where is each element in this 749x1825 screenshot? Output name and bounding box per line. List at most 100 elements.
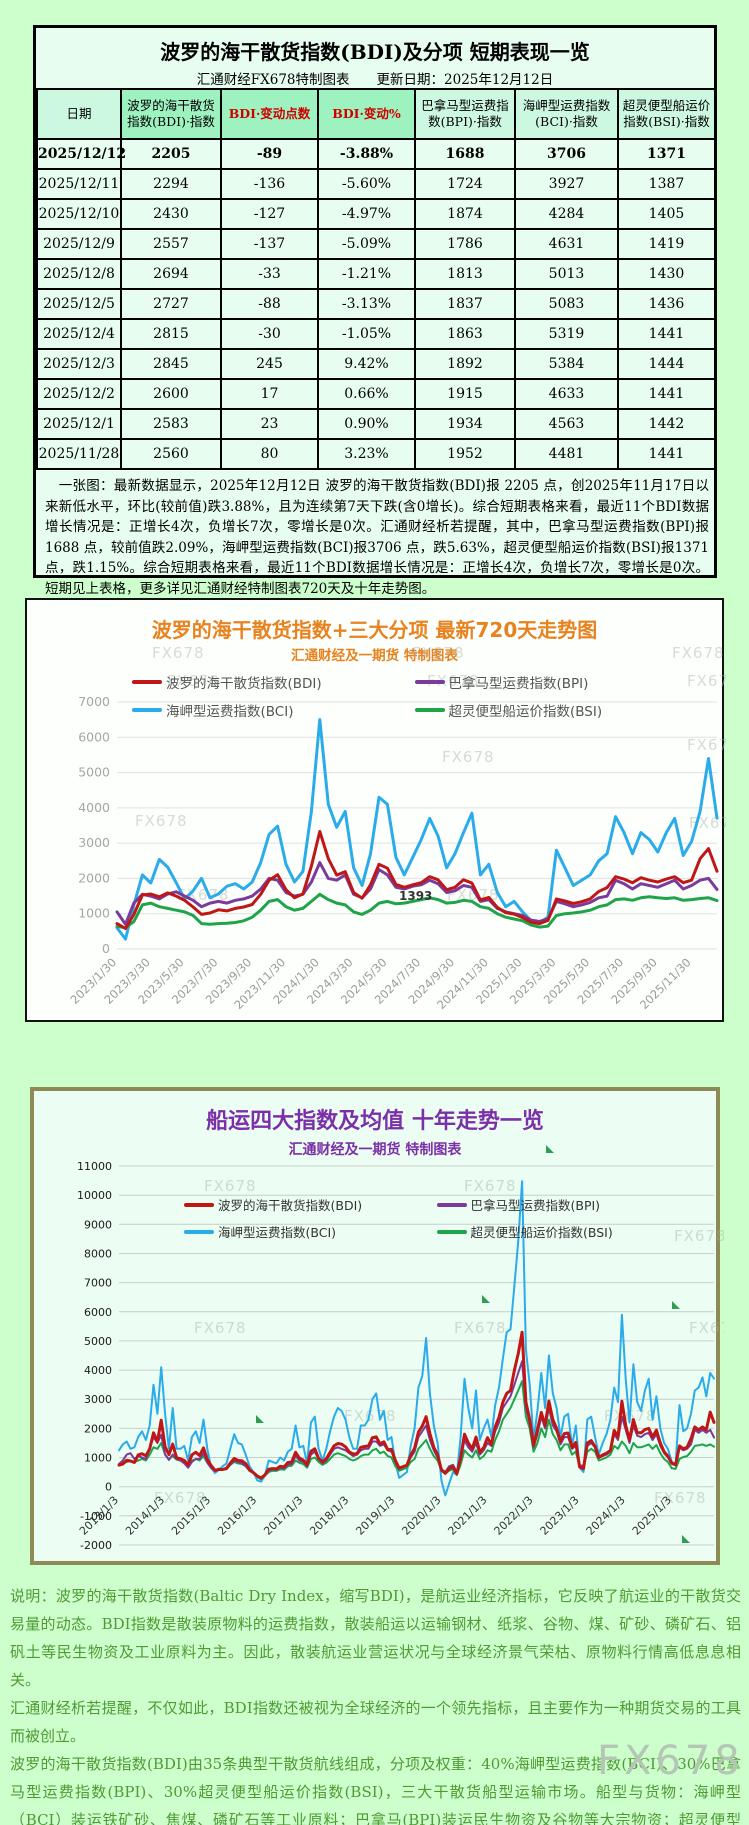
table-column-header: 波罗的海干散货指数(BDI)·指数 xyxy=(120,88,222,140)
table-cell: 4284 xyxy=(514,198,619,230)
chart1-title: 波罗的海干散货指数+三大分项 最新720天走势图 xyxy=(151,618,598,642)
legend-label: 超灵便型船运价指数(BSI) xyxy=(448,704,603,720)
table-cell: 5083 xyxy=(514,288,619,320)
table-cell: -33 xyxy=(220,258,319,290)
svg-text:FX678: FX678 xyxy=(204,1177,257,1195)
legend-item-bpi: 巴拿马型运费指数(BPI) xyxy=(414,672,698,692)
svg-text:FX678: FX678 xyxy=(687,672,726,690)
table-cell: 1371 xyxy=(617,138,716,170)
table-cell: -1.21% xyxy=(317,258,416,290)
svg-text:FX678: FX678 xyxy=(442,748,495,766)
table-cell: 2025/12/2 xyxy=(36,378,122,410)
legend-line-swatch xyxy=(436,1229,467,1234)
fx678-watermark: FX678 xyxy=(597,1738,744,1784)
y-axis-tick: 1000 xyxy=(84,1452,112,1465)
legend-item-bci: 海岬型运费指数(BCI) xyxy=(132,700,415,720)
chart-tenyear-panel: 船运四大指数及均值 十年走势一览 汇通财经及一期货 特制图表 11000 1000… xyxy=(30,1087,724,1565)
table-cell: 1892 xyxy=(414,348,516,380)
series-line-bsi xyxy=(115,892,719,930)
table-cell: -88 xyxy=(220,288,319,320)
y-axis-tick: 7000 xyxy=(84,1277,112,1290)
table-row: 2025/12/12 2205 -89 -3.88% 1688 3706 1371 xyxy=(36,138,716,170)
svg-text:FX678: FX678 xyxy=(464,1177,517,1195)
table-cell: -1.05% xyxy=(317,318,416,350)
table-cell: 80 xyxy=(220,438,319,470)
legend-line-swatch xyxy=(184,1229,214,1234)
chart2-title: 船运四大指数及均值 十年走势一览 xyxy=(206,1108,544,1134)
table-cell: 2025/12/12 xyxy=(36,138,126,170)
footer-paragraph: 波罗的海干散货指数(BDI)由35条典型干散货航线组成，分项及权重：40%海岬型… xyxy=(10,1755,741,1825)
table-column-header: BDI·变动% xyxy=(317,88,416,140)
table-cell: 0.90% xyxy=(317,408,416,440)
bdi-short-term-table: 日期 波罗的海干散货指数(BDI)·指数 BDI·变动点数 BDI·变动% 巴拿马型运费… xyxy=(36,88,716,470)
series-line-bpi xyxy=(115,861,719,926)
legend-line-swatch xyxy=(132,708,162,712)
footer-description: 说明：波罗的海干散货指数(Baltic Dry Index，缩写BDI)，是航运… xyxy=(10,1582,741,1825)
table-cell: 2025/12/10 xyxy=(36,198,122,230)
y-axis-tick: 3000 xyxy=(78,835,110,850)
table-cell: 1952 xyxy=(414,438,516,470)
y-axis-tick: 4000 xyxy=(84,1364,112,1377)
legend-label: 海岬型运费指数(BCI) xyxy=(218,1225,337,1240)
table-cell: 2845 xyxy=(120,348,222,380)
table-cell: 5013 xyxy=(514,258,619,290)
table-row: 2025/12/8 2694 -33 -1.21% 1813 5013 1430 xyxy=(36,258,716,290)
table-cell: 1441 xyxy=(617,438,716,470)
legend-label: 巴拿马型运费指数(BPI) xyxy=(448,676,589,692)
svg-text:FX678: FX678 xyxy=(674,1227,724,1245)
table-cell: 1786 xyxy=(414,228,516,260)
table-cell: 2025/12/4 xyxy=(36,318,122,350)
table-cell: 1405 xyxy=(617,198,716,230)
table-subtitle: 汇通财经FX678特制图表 更新日期：2025年12月12日 xyxy=(196,72,554,88)
table-column-header: 超灵便型船运价指数(BSI)·指数 xyxy=(617,88,716,140)
table-cell: 1813 xyxy=(414,258,516,290)
table-cell: 2583 xyxy=(120,408,222,440)
table-cell: 2557 xyxy=(120,228,222,260)
table-row: 2025/12/9 2557 -137 -5.09% 1786 4631 1419 xyxy=(36,228,716,260)
table-cell: 2025/12/5 xyxy=(36,288,122,320)
table-row: 2025/12/2 2600 17 0.66% 1915 4633 1441 xyxy=(36,378,716,410)
table-cell: 1915 xyxy=(414,378,516,410)
table-cell: 1436 xyxy=(617,288,716,320)
table-cell: -4.97% xyxy=(317,198,416,230)
y-axis-tick: -2000 xyxy=(80,1539,112,1552)
chart2-legend: 波罗的海干散货指数(BDI) 巴拿马型运费指数(BPI) 海岬型运费指数(BCI) 超… xyxy=(184,1195,689,1241)
table-cell: 3927 xyxy=(514,168,619,200)
legend-line-swatch xyxy=(414,708,445,712)
table-cell: 17 xyxy=(220,378,319,410)
y-axis-tick: 2000 xyxy=(84,1422,112,1435)
chart1-plot: 7000 6000 5000 4000 3000 2000 1000 0 FX678 FX678 F… xyxy=(68,644,726,1012)
chart-720day-panel: 波罗的海干散货指数+三大分项 最新720天走势图 汇通财经及一期货 特制图表 7… xyxy=(25,598,726,1022)
table-cell: 1441 xyxy=(617,318,716,350)
y-axis-tick: 11000 xyxy=(77,1160,112,1173)
legend-label: 波罗的海干散货指数(BDI) xyxy=(218,1198,363,1213)
table-cell: 245 xyxy=(220,348,319,380)
legend-line-swatch xyxy=(436,1202,467,1207)
table-cell: 2600 xyxy=(120,378,222,410)
y-axis-tick: 0 xyxy=(105,1481,112,1494)
table-cell: 2025/12/11 xyxy=(36,168,122,200)
table-cell: 1419 xyxy=(617,228,716,260)
table-cell: 1837 xyxy=(414,288,516,320)
table-cell: 1442 xyxy=(617,408,716,440)
table-cell: 1863 xyxy=(414,318,516,350)
table-cell: 1724 xyxy=(414,168,516,200)
table-cell: 2815 xyxy=(120,318,222,350)
legend-item-bsi: 超灵便型船运价指数(BSI) xyxy=(436,1222,690,1241)
table-cell: 4563 xyxy=(514,408,619,440)
table-row: 2025/12/1 2583 23 0.90% 1934 4563 1442 xyxy=(36,408,716,440)
table-cell: 2694 xyxy=(120,258,222,290)
table-cell: 2560 xyxy=(120,438,222,470)
table-cell: 2025/12/9 xyxy=(36,228,122,260)
footer-paragraph: 汇通财经析若提醒，不仅如此，BDI指数还被视为全球经济的一个领先指标，且主要作为… xyxy=(10,1699,741,1745)
table-cell: 5319 xyxy=(514,318,619,350)
table-cell: -30 xyxy=(220,318,319,350)
table-cell: 9.42% xyxy=(317,348,416,380)
svg-text:FX678: FX678 xyxy=(687,736,726,754)
table-cell: 5384 xyxy=(514,348,619,380)
table-cell: 2294 xyxy=(120,168,222,200)
svg-text:FX678: FX678 xyxy=(152,644,205,662)
y-axis-tick: 7000 xyxy=(78,694,110,709)
svg-text:FX678: FX678 xyxy=(454,1319,507,1337)
y-axis-tick: 5000 xyxy=(84,1335,112,1348)
